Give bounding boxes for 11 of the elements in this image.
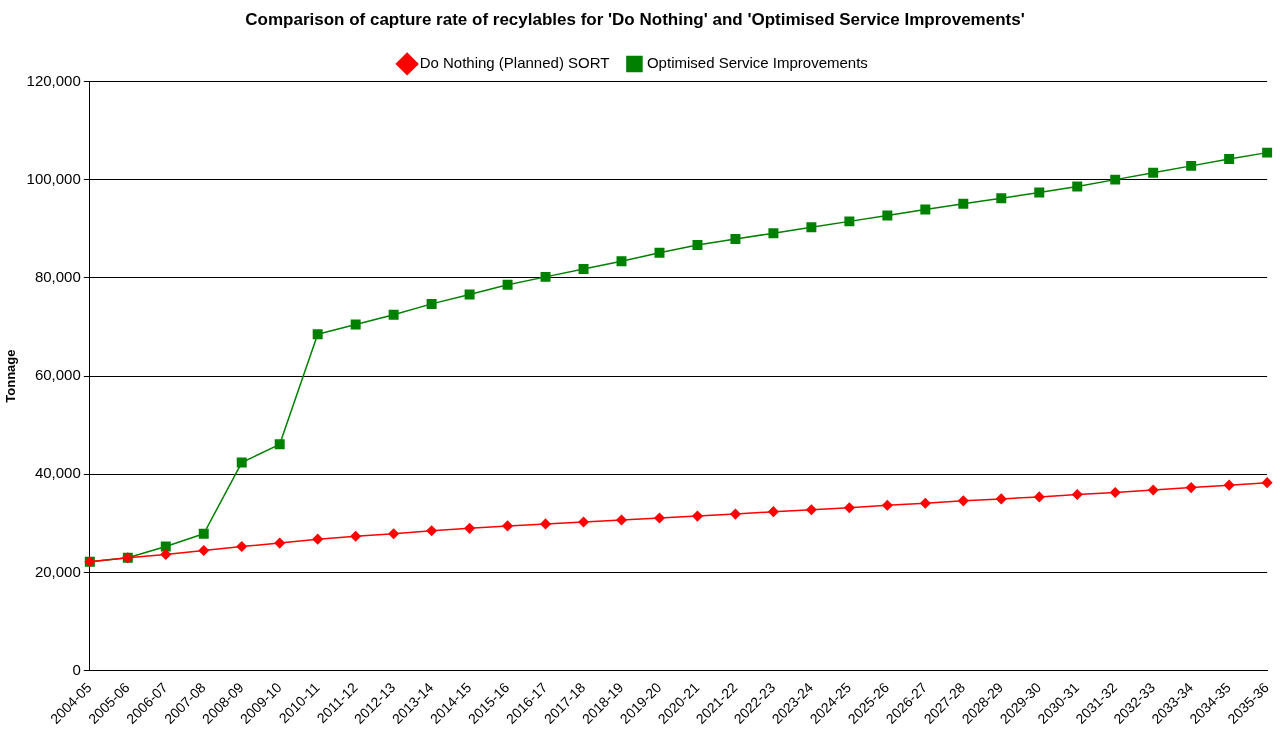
chart-title: Comparison of capture rate of recylables for 'Do Nothing' and 'Optimised Service Improvements' xyxy=(245,9,1025,29)
y-tick-label: 120,000 xyxy=(26,71,81,89)
legend-label: Optimised Service Improvements xyxy=(646,54,868,72)
y-axis-title: Tonnage xyxy=(3,349,19,403)
y-tick-label: 60,000 xyxy=(34,366,81,384)
y-tick-label: 80,000 xyxy=(34,268,81,285)
y-tick-label: 40,000 xyxy=(34,464,81,482)
legend-label: Do Nothing (Planned) SORT xyxy=(419,54,610,72)
y-tick-label: 0 xyxy=(72,660,81,678)
y-tick-label: 100,000 xyxy=(26,169,81,187)
y-tick-label: 20,000 xyxy=(34,562,81,580)
